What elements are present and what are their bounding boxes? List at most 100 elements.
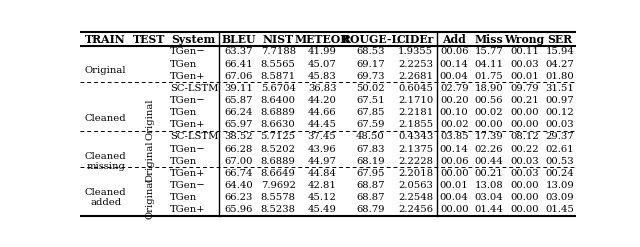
Text: 00.02: 00.02 — [440, 120, 468, 129]
Text: 00.53: 00.53 — [545, 157, 574, 166]
Text: 45.12: 45.12 — [308, 193, 337, 202]
Text: 00.44: 00.44 — [474, 157, 503, 166]
Text: 00.14: 00.14 — [440, 145, 468, 154]
Text: 04.27: 04.27 — [545, 60, 574, 69]
Text: 48.50: 48.50 — [356, 132, 385, 142]
Text: 00.22: 00.22 — [510, 145, 539, 154]
Text: 8.6400: 8.6400 — [260, 96, 296, 105]
Text: System: System — [172, 34, 216, 45]
Text: 01.44: 01.44 — [474, 206, 503, 214]
Text: 00.00: 00.00 — [510, 108, 539, 117]
Text: 2.1375: 2.1375 — [398, 145, 433, 154]
Text: 8.5871: 8.5871 — [260, 72, 296, 81]
Text: TGen: TGen — [170, 157, 197, 166]
Text: 2.2018: 2.2018 — [398, 169, 433, 178]
Text: 66.24: 66.24 — [225, 108, 253, 117]
Text: 00.00: 00.00 — [474, 120, 503, 129]
Text: 2.2181: 2.2181 — [398, 108, 433, 117]
Text: 7.7188: 7.7188 — [260, 47, 296, 56]
Text: 01.45: 01.45 — [545, 206, 574, 214]
Text: 00.03: 00.03 — [510, 157, 539, 166]
Text: 7.9692: 7.9692 — [260, 181, 296, 190]
Text: 2.2253: 2.2253 — [398, 60, 433, 69]
Text: Add: Add — [442, 34, 466, 45]
Text: 67.06: 67.06 — [225, 72, 253, 81]
Text: 64.40: 64.40 — [225, 181, 253, 190]
Text: 68.79: 68.79 — [356, 206, 385, 214]
Text: 00.01: 00.01 — [440, 181, 468, 190]
Text: TGen: TGen — [170, 193, 197, 202]
Text: 68.53: 68.53 — [356, 47, 385, 56]
Text: 36.83: 36.83 — [308, 84, 336, 93]
Text: 00.03: 00.03 — [510, 169, 539, 178]
Text: Original: Original — [145, 177, 154, 219]
Text: 67.83: 67.83 — [356, 145, 385, 154]
Text: 68.19: 68.19 — [356, 157, 385, 166]
Text: 00.04: 00.04 — [440, 193, 468, 202]
Text: 00.03: 00.03 — [510, 60, 539, 69]
Text: SC-LSTM: SC-LSTM — [170, 84, 218, 93]
Text: 45.07: 45.07 — [308, 60, 337, 69]
Text: 44.97: 44.97 — [308, 157, 337, 166]
Text: Cleaned: Cleaned — [85, 114, 127, 123]
Text: 2.1710: 2.1710 — [398, 96, 433, 105]
Text: 15.94: 15.94 — [545, 47, 574, 56]
Text: 66.23: 66.23 — [225, 193, 253, 202]
Text: SER: SER — [547, 34, 572, 45]
Text: 13.09: 13.09 — [545, 181, 574, 190]
Text: TGen: TGen — [170, 60, 197, 69]
Text: 00.97: 00.97 — [545, 96, 574, 105]
Text: 02.26: 02.26 — [474, 145, 503, 154]
Text: 8.5565: 8.5565 — [260, 60, 296, 69]
Text: 63.37: 63.37 — [225, 47, 253, 56]
Text: 67.95: 67.95 — [356, 169, 385, 178]
Text: 67.51: 67.51 — [356, 96, 385, 105]
Text: NIST: NIST — [262, 34, 294, 45]
Text: 00.00: 00.00 — [440, 169, 468, 178]
Text: 8.6889: 8.6889 — [260, 108, 296, 117]
Text: 01.80: 01.80 — [545, 72, 574, 81]
Text: 38.52: 38.52 — [225, 132, 253, 142]
Text: 41.99: 41.99 — [308, 47, 337, 56]
Text: TGen: TGen — [170, 108, 197, 117]
Text: 00.00: 00.00 — [510, 206, 539, 214]
Text: Cleaned
added: Cleaned added — [85, 188, 127, 207]
Text: 03.85: 03.85 — [440, 132, 468, 142]
Text: 02.61: 02.61 — [545, 145, 574, 154]
Text: 67.85: 67.85 — [356, 108, 385, 117]
Text: Original: Original — [145, 141, 154, 182]
Text: 00.14: 00.14 — [440, 60, 468, 69]
Text: 43.96: 43.96 — [308, 145, 337, 154]
Text: 2.2228: 2.2228 — [398, 157, 433, 166]
Text: 00.21: 00.21 — [474, 169, 503, 178]
Text: 00.12: 00.12 — [545, 108, 574, 117]
Text: Wrong: Wrong — [504, 34, 545, 45]
Text: 01.75: 01.75 — [474, 72, 503, 81]
Text: 45.49: 45.49 — [308, 206, 337, 214]
Text: 8.5238: 8.5238 — [260, 206, 296, 214]
Text: CIDEr: CIDEr — [397, 34, 435, 45]
Text: 17.39: 17.39 — [474, 132, 503, 142]
Text: 44.84: 44.84 — [308, 169, 337, 178]
Text: 50.02: 50.02 — [356, 84, 385, 93]
Text: TGen+: TGen+ — [170, 169, 205, 178]
Text: 00.03: 00.03 — [545, 120, 574, 129]
Text: 00.06: 00.06 — [440, 157, 468, 166]
Text: TGen+: TGen+ — [170, 120, 205, 129]
Text: 08.12: 08.12 — [510, 132, 539, 142]
Text: 45.83: 45.83 — [308, 72, 337, 81]
Text: 44.66: 44.66 — [308, 108, 337, 117]
Text: 69.17: 69.17 — [356, 60, 385, 69]
Text: 0.6045: 0.6045 — [398, 84, 433, 93]
Text: 00.00: 00.00 — [510, 120, 539, 129]
Text: METEOR: METEOR — [294, 34, 349, 45]
Text: TGen−: TGen− — [170, 181, 205, 190]
Text: 66.41: 66.41 — [225, 60, 253, 69]
Text: Cleaned
missing: Cleaned missing — [85, 152, 127, 171]
Text: SC-LSTM: SC-LSTM — [170, 132, 218, 142]
Text: TRAIN: TRAIN — [85, 34, 126, 45]
Text: 00.04: 00.04 — [440, 72, 468, 81]
Text: 1.9355: 1.9355 — [398, 47, 433, 56]
Text: 5.7125: 5.7125 — [260, 132, 296, 142]
Text: 42.81: 42.81 — [308, 181, 337, 190]
